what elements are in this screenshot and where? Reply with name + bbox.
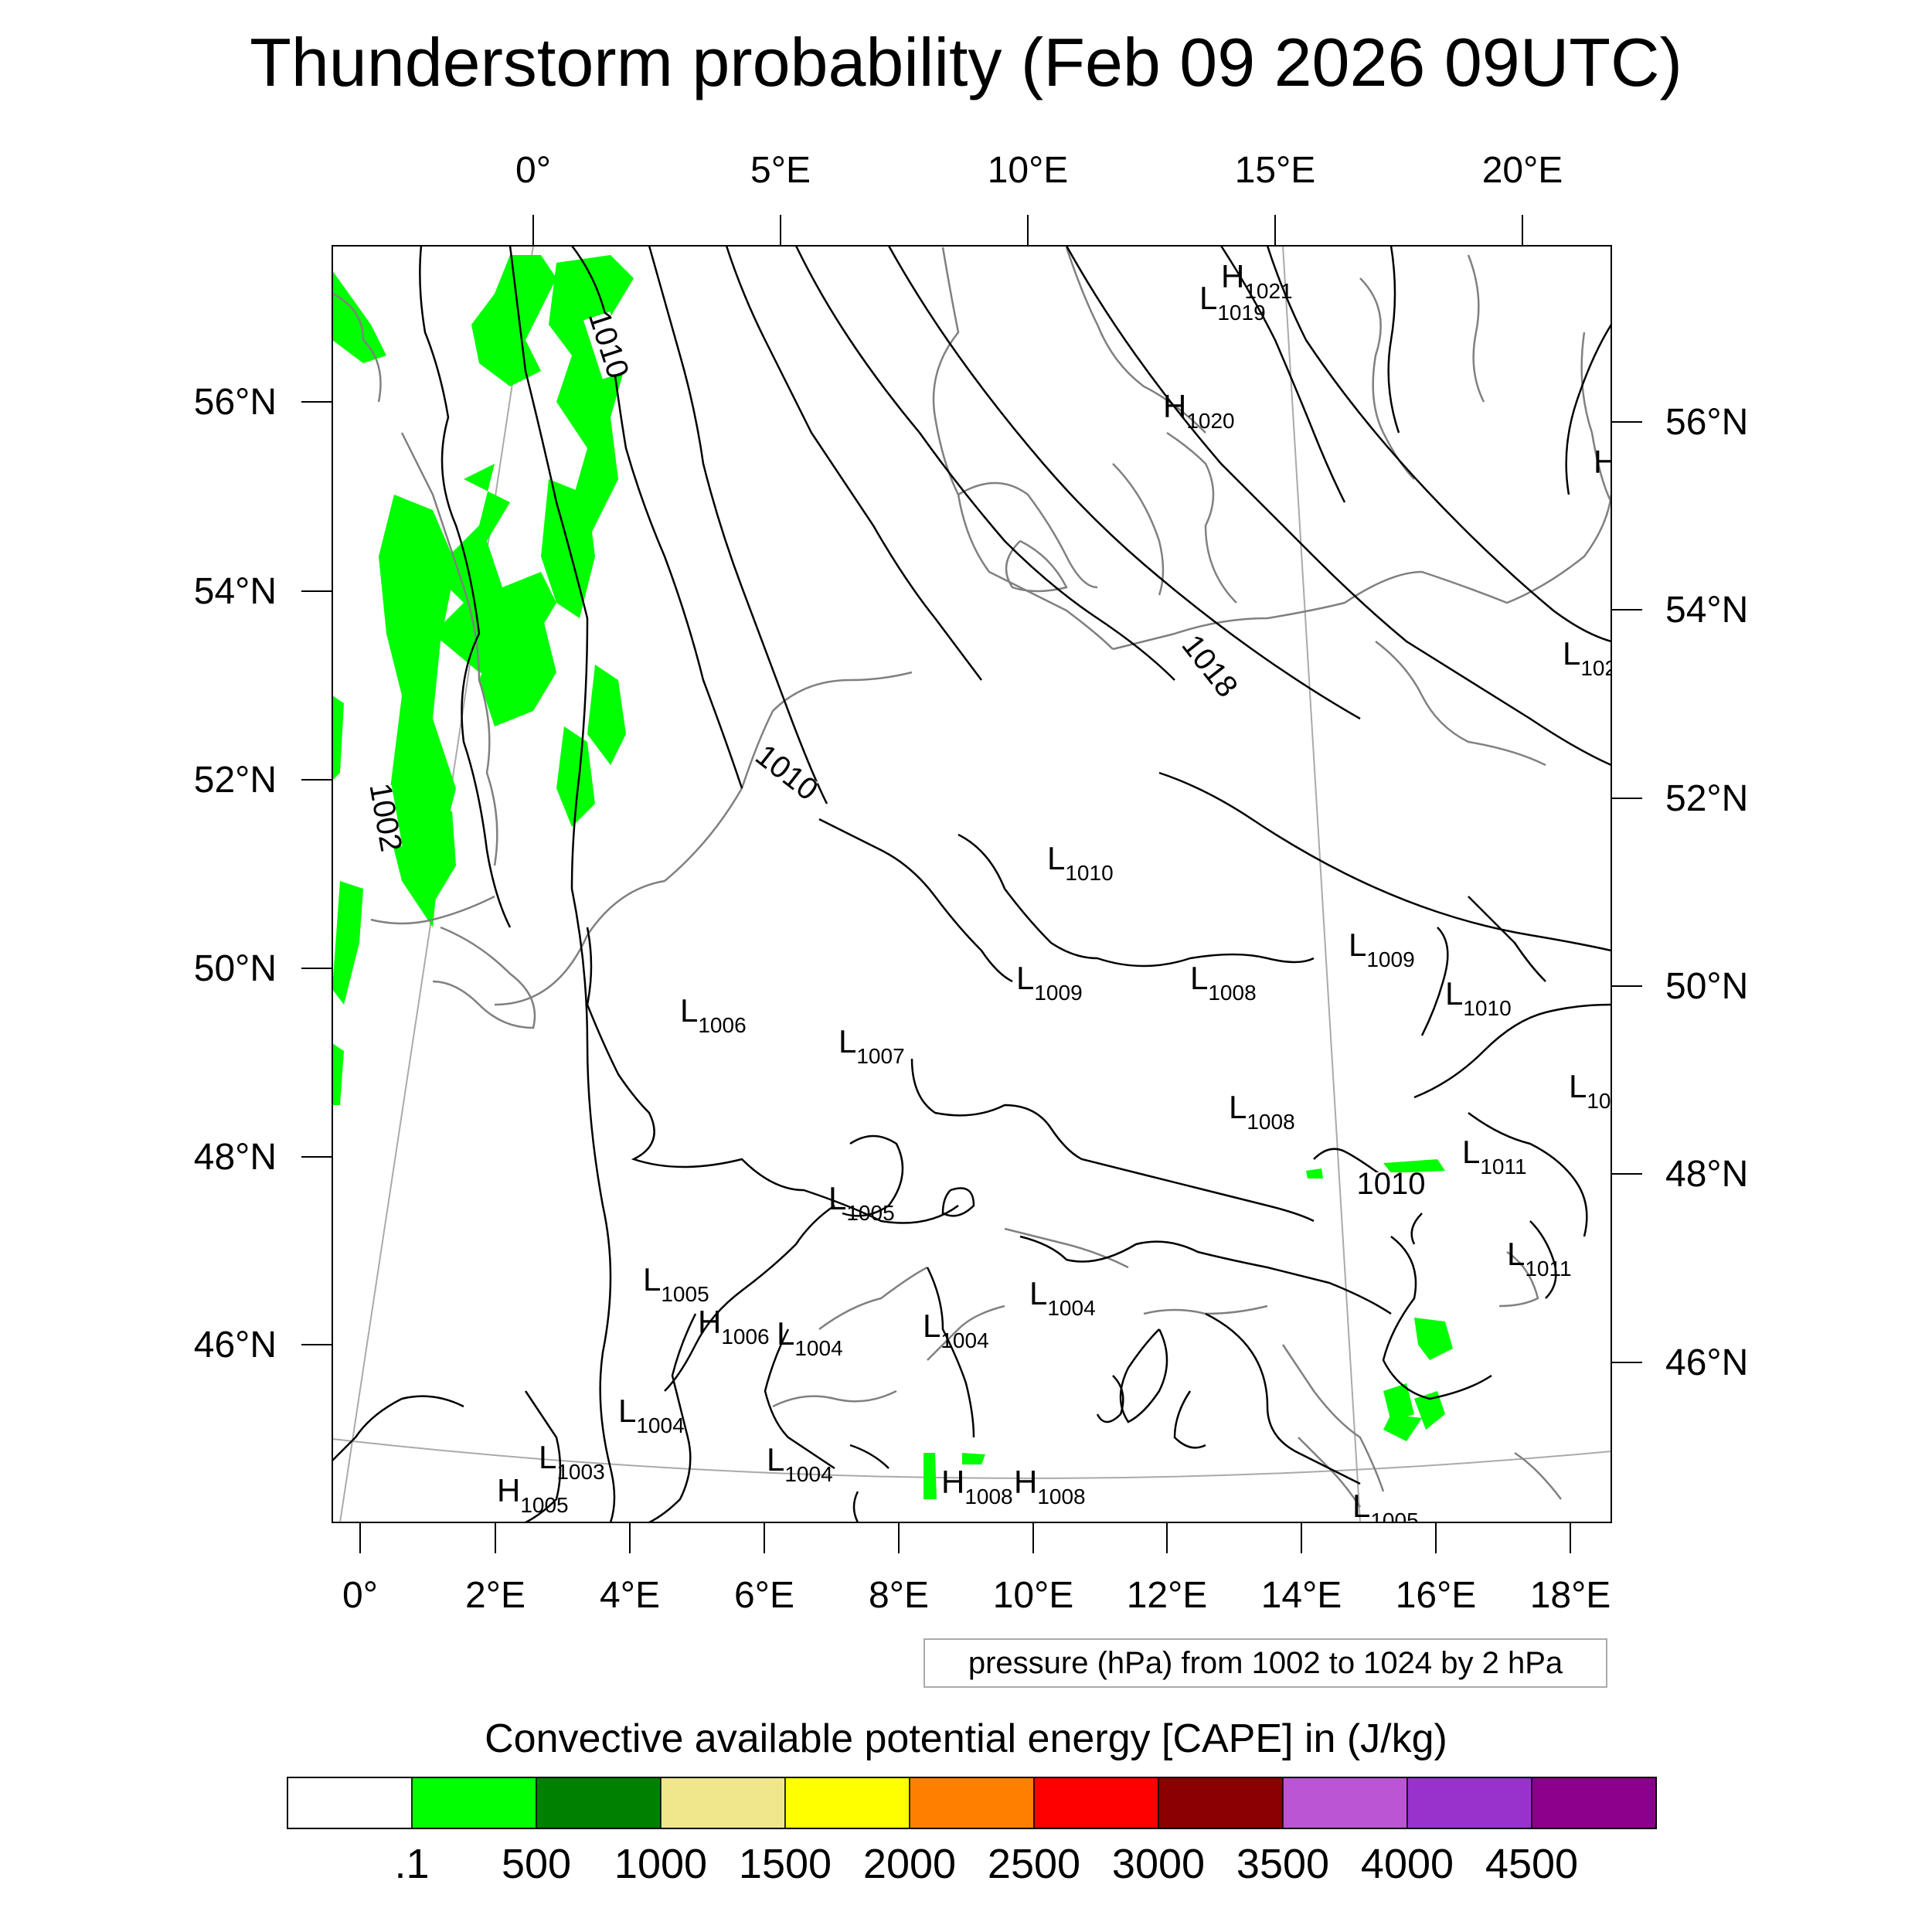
top-lon-label: 0° — [515, 150, 551, 191]
top-lon-label: 10°E — [988, 150, 1069, 191]
bottom-lon-label: 4°E — [600, 1575, 660, 1616]
pressure-center-label: L1004 — [923, 1308, 989, 1352]
right-lat-label: 52°N — [1665, 778, 1748, 819]
colorbar-label: 500 — [502, 1841, 571, 1887]
pressure-center-label: L1004 — [1029, 1275, 1096, 1320]
pressure-center-label: L1011 — [1462, 1134, 1527, 1179]
pressure-center-label: L1004 — [767, 1441, 833, 1486]
pressure-center-label: H1020 — [1163, 388, 1235, 433]
colorbar-title: Convective available potential energy [C… — [485, 1716, 1447, 1761]
bottom-lon-label: 12°E — [1127, 1575, 1208, 1616]
colorbar-segment — [660, 1777, 786, 1829]
top-lon-label: 20°E — [1482, 150, 1563, 191]
contour-info: pressure (hPa) from 1002 to 1024 by 2 hP… — [923, 1638, 1607, 1688]
colorbar-segment — [536, 1777, 662, 1829]
left-lat-label: 56°N — [194, 382, 277, 423]
colorbar-label: 1000 — [614, 1841, 707, 1887]
pressure-center-label: L1007 — [838, 1023, 905, 1068]
bottom-lon-label: 16°E — [1396, 1575, 1477, 1616]
top-lon-label: 15°E — [1235, 150, 1316, 191]
pressure-center-label: H1021 — [1221, 258, 1293, 303]
pressure-center-label: L1011 — [1507, 1236, 1572, 1281]
pressure-center-label: L1009 — [1016, 960, 1083, 1005]
plot-frame — [332, 245, 1612, 1523]
pressure-center-label: L1008 — [1190, 960, 1257, 1005]
colorbar-segment — [287, 1777, 413, 1829]
bottom-lon-label: 2°E — [465, 1575, 526, 1616]
pressure-center-label: L102 — [1563, 635, 1617, 680]
right-lat-label: 50°N — [1665, 966, 1748, 1007]
axis-ticks — [301, 215, 1642, 1553]
bottom-lon-label: 14°E — [1261, 1575, 1342, 1616]
pressure-center-label: H1008 — [1014, 1464, 1086, 1509]
colorbar-label: 3500 — [1236, 1841, 1329, 1887]
pressure-center-label: L1008 — [1229, 1089, 1295, 1134]
bottom-lon-label: 0° — [342, 1575, 378, 1616]
bottom-lon-label: 8°E — [869, 1575, 929, 1616]
pressure-center-label: L1005 — [643, 1261, 709, 1306]
colorbar-label: 4500 — [1485, 1841, 1578, 1887]
colorbar-segment — [1282, 1777, 1408, 1829]
pressure-center-label: L1004 — [618, 1393, 685, 1437]
right-lat-label: 56°N — [1665, 402, 1748, 443]
left-lat-label: 48°N — [194, 1137, 277, 1178]
pressure-center-label: L1010 — [1047, 840, 1114, 885]
left-lat-label: 46°N — [194, 1325, 277, 1366]
right-lat-label: 48°N — [1665, 1154, 1748, 1195]
colorbar-segment — [1531, 1777, 1657, 1829]
colorbar — [287, 1777, 1657, 1829]
colorbar-segment — [1158, 1777, 1284, 1829]
colorbar-label: .1 — [394, 1841, 429, 1887]
pressure-center-label: L1009 — [1349, 927, 1415, 971]
left-lat-label: 50°N — [194, 948, 277, 989]
coastlines — [332, 247, 1611, 1508]
pressure-center-label: H — [1594, 444, 1617, 480]
colorbar-label: 1500 — [739, 1841, 832, 1887]
right-lat-label: 46°N — [1665, 1342, 1748, 1383]
colorbar-label: 3000 — [1112, 1841, 1205, 1887]
pressure-center-label: L1005 — [828, 1180, 895, 1225]
colorbar-label: 2000 — [863, 1841, 956, 1887]
colorbar-segment — [1406, 1777, 1532, 1829]
pressure-center-label: L1004 — [777, 1315, 843, 1360]
pressure-center-label: L1003 — [539, 1439, 605, 1484]
left-lat-label: 52°N — [194, 760, 277, 801]
bottom-lon-label: 10°E — [993, 1575, 1074, 1616]
bottom-lon-label: 6°E — [734, 1575, 794, 1616]
pressure-center-label: L10 — [1569, 1068, 1611, 1113]
isobars — [332, 246, 1611, 1522]
pressure-center-label: H1006 — [698, 1304, 770, 1349]
top-lon-label: 5°E — [750, 150, 811, 191]
left-lat-label: 54°N — [194, 571, 277, 612]
pressure-center-label: L1005 — [1352, 1488, 1419, 1532]
pressure-center-label: H1008 — [941, 1464, 1013, 1509]
right-lat-label: 54°N — [1665, 590, 1748, 631]
pressure-center-label: L1019 — [1199, 280, 1266, 325]
isobar-label: 1010 — [1357, 1167, 1426, 1201]
colorbar-label: 2500 — [988, 1841, 1080, 1887]
bottom-lon-label: 18°E — [1530, 1575, 1611, 1616]
colorbar-segment — [411, 1777, 537, 1829]
colorbar-label: 4000 — [1361, 1841, 1454, 1887]
colorbar-segment — [1033, 1777, 1159, 1829]
colorbar-segment — [909, 1777, 1035, 1829]
pressure-center-label: H1005 — [497, 1472, 569, 1517]
pressure-center-label: L1006 — [680, 992, 747, 1037]
map-title: Thunderstorm probability (Feb 09 2026 09… — [250, 24, 1682, 100]
pressure-center-label: L1010 — [1445, 975, 1512, 1020]
cape-shading — [332, 255, 1453, 1499]
colorbar-segment — [784, 1777, 910, 1829]
